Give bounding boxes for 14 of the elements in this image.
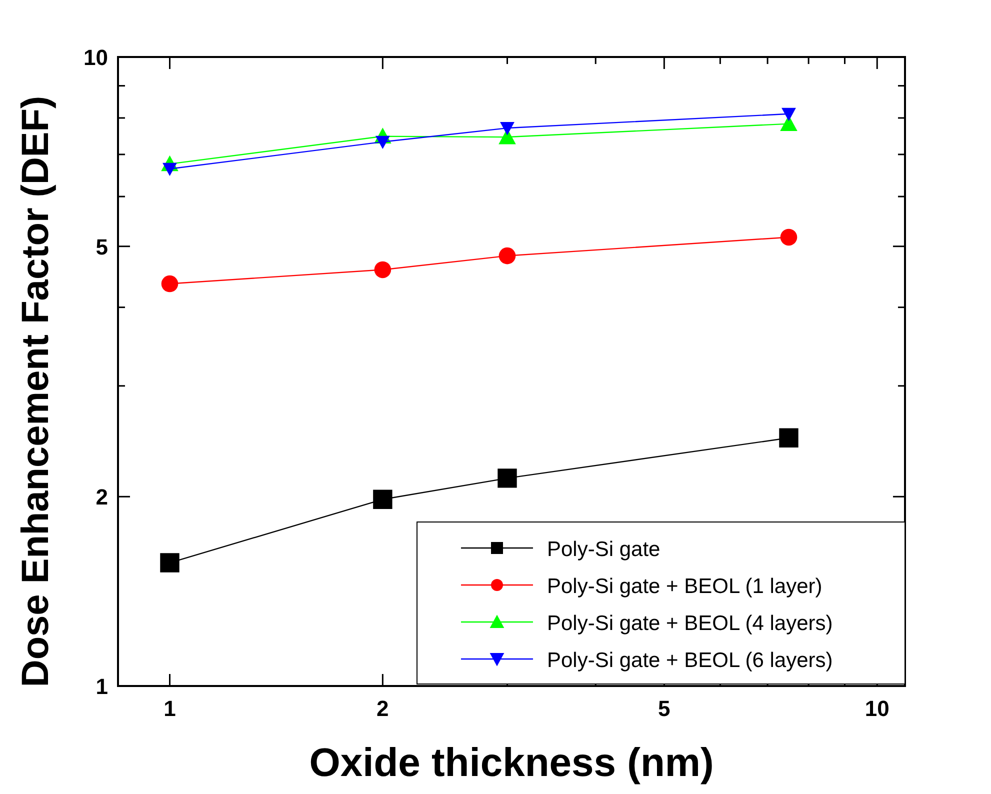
legend-label: Poly-Si gate [547,538,660,561]
y-axis-title: Dose Enhancement Factor (DEF) [15,96,57,688]
x-tick-label: 2 [376,696,389,721]
legend-label: Poly-Si gate + BEOL (1 layer) [547,575,822,598]
legend-label: Poly-Si gate + BEOL (4 layers) [547,612,833,635]
y-tick-label: 1 [96,674,108,699]
x-tick-label: 5 [658,696,670,721]
legend-label: Poly-Si gate + BEOL (6 layers) [547,649,833,672]
y-tick-label: 10 [84,45,108,70]
y-tick-label: 2 [96,484,108,510]
x-axis-title: Oxide thickness (nm) [309,741,714,785]
x-tick-label: 10 [864,696,890,721]
y-tick-label: 5 [96,234,108,260]
x-tick-label: 1 [164,696,176,721]
